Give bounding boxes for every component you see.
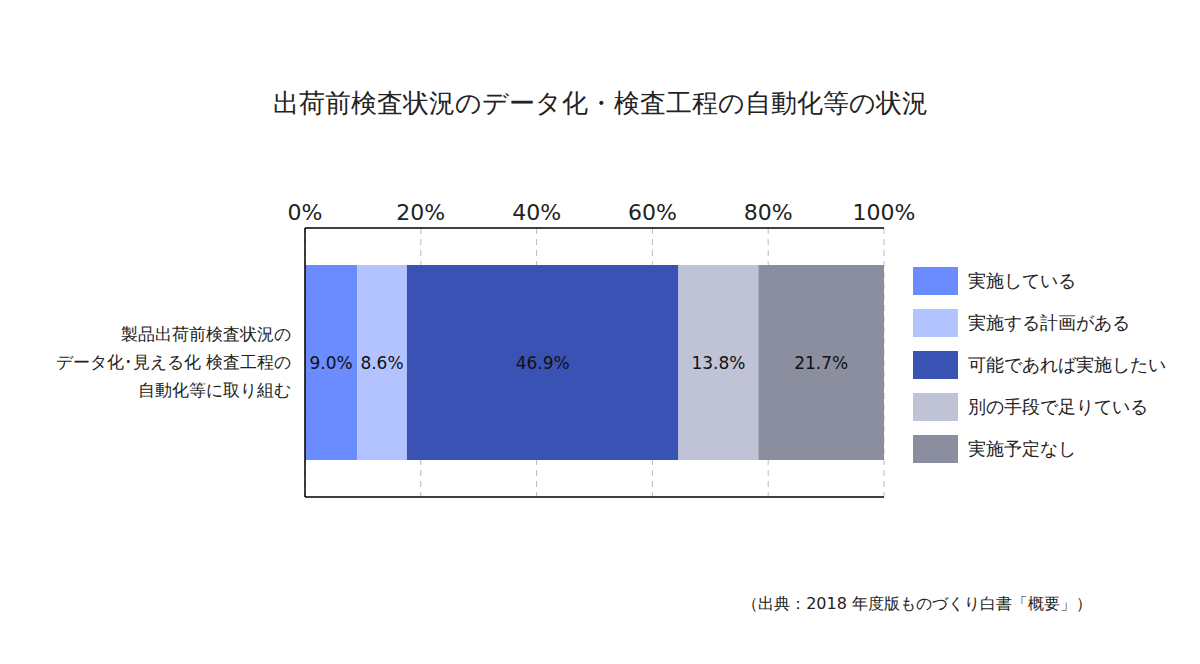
- html-text:実施する計画がある: 実施する計画がある: [968, 312, 1130, 333]
- svg-text:100%: 100%: [853, 200, 916, 225]
- svg-text:21.7%: 21.7%: [794, 353, 848, 373]
- svg-text:0%: 0%: [288, 200, 323, 225]
- svg-text:60%: 60%: [628, 200, 677, 225]
- html-text:実施予定なし: 実施予定なし: [968, 438, 1076, 459]
- svg-text:20%: 20%: [396, 200, 445, 225]
- svg-text:46.9%: 46.9%: [516, 353, 570, 373]
- svg-text:13.8%: 13.8%: [691, 353, 745, 373]
- html-text:別の手段で足りている: 別の手段で足りている: [968, 396, 1148, 417]
- html-text:実施している: 実施している: [968, 270, 1076, 291]
- html-text:（出典：2018 年度版ものづくり白書「概要」）: （出典：2018 年度版ものづくり白書「概要」）: [742, 594, 1092, 613]
- svg-text:製品出荷前検査状況のデータ化･見える化 検査工程の自動化等に: 製品出荷前検査状況のデータ化･見える化 検査工程の自動化等に取り組む: [56, 324, 291, 400]
- svg-text:9.0%: 9.0%: [309, 353, 352, 373]
- svg-text:80%: 80%: [744, 200, 793, 225]
- svg-text:40%: 40%: [512, 200, 561, 225]
- html-text:可能であれば実施したい: 可能であれば実施したい: [968, 354, 1166, 375]
- svg-text:8.6%: 8.6%: [360, 353, 403, 373]
- html-text:出荷前検査状況のデータ化・検査工程の自動化等の状況: 出荷前検査状況のデータ化・検査工程の自動化等の状況: [272, 88, 928, 118]
